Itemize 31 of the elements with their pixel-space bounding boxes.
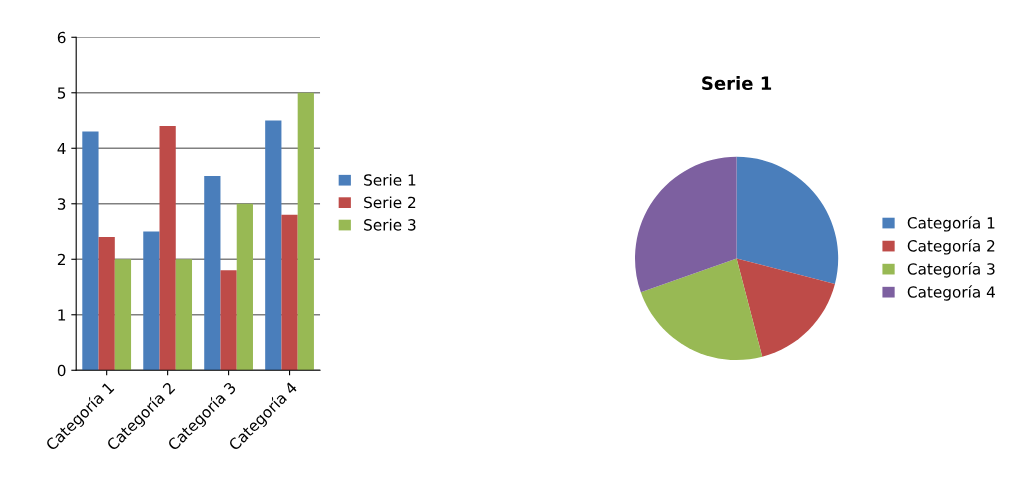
pie-slice bbox=[736, 258, 835, 357]
legend-label: Categoría 2 bbox=[907, 239, 995, 255]
legend-label: Categoría 1 bbox=[907, 216, 995, 232]
pie-slice bbox=[736, 156, 839, 285]
bar bbox=[236, 203, 253, 371]
bar bbox=[98, 237, 115, 371]
legend-label: Serie 1 bbox=[364, 173, 416, 186]
bar bbox=[220, 270, 237, 371]
bar bbox=[82, 131, 99, 371]
bar bbox=[175, 259, 193, 371]
legend-label: Categoría 4 bbox=[907, 285, 995, 301]
legend-label: Serie 2 bbox=[364, 196, 416, 209]
bar bbox=[265, 120, 282, 371]
bar bbox=[159, 126, 176, 371]
y-tick-label: 1 bbox=[58, 309, 66, 321]
y-tick-label: 6 bbox=[57, 31, 66, 44]
bar bbox=[281, 214, 298, 371]
legend-label: Categoría 3 bbox=[907, 262, 995, 278]
bar bbox=[297, 92, 314, 371]
legend-label: Serie 3 bbox=[364, 218, 416, 231]
y-tick-label: 2 bbox=[57, 253, 65, 266]
pie-slice bbox=[635, 156, 737, 293]
y-tick-label: 3 bbox=[57, 198, 66, 210]
y-tick-label: 0 bbox=[57, 364, 66, 377]
y-tick-label: 5 bbox=[57, 87, 66, 99]
chart-title: Serie 1 bbox=[702, 76, 772, 91]
bar bbox=[143, 231, 160, 371]
y-tick-label: 4 bbox=[57, 142, 66, 155]
bar bbox=[114, 259, 132, 371]
bar bbox=[204, 176, 221, 371]
pie-slice bbox=[640, 258, 763, 361]
